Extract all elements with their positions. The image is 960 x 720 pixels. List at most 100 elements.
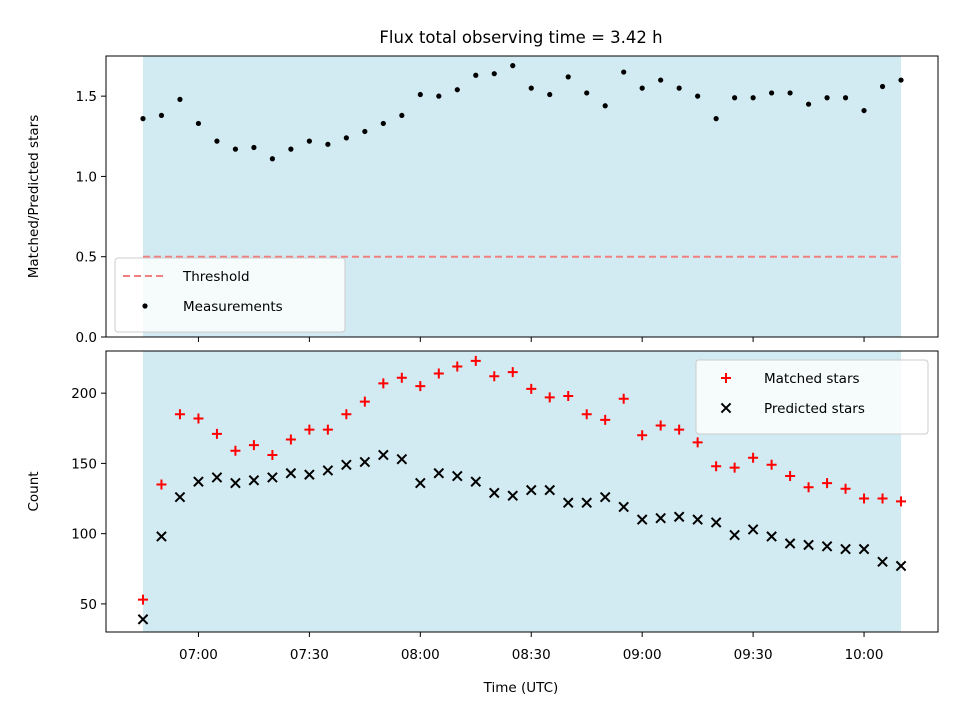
data-point-dot (842, 95, 849, 101)
data-point-plus (304, 424, 315, 435)
data-point-plus (137, 594, 148, 605)
data-point-dot (306, 138, 312, 144)
y-tick-label: 150 (71, 456, 97, 472)
data-point-x (877, 556, 888, 568)
data-point-plus (803, 482, 814, 493)
data-point-dot (898, 77, 904, 83)
data-point-x (156, 531, 167, 542)
data-point-dot (232, 146, 239, 152)
data-point-plus (822, 478, 833, 489)
data-point-dot (547, 91, 553, 98)
data-point-plus (711, 461, 722, 472)
data-point-x (525, 484, 537, 496)
data-point-x (821, 540, 833, 552)
data-point-x (488, 487, 500, 499)
data-point-x (267, 472, 278, 483)
data-point-dot (879, 83, 886, 90)
data-point-dot (214, 138, 220, 144)
data-point-plus (285, 434, 296, 445)
data-point-dot (676, 85, 682, 91)
data-point-dot (140, 116, 146, 122)
data-point-x (174, 491, 186, 503)
data-point-x (840, 543, 851, 555)
data-point-x (359, 456, 371, 468)
x-axis-label: Time (UTC) (483, 680, 559, 696)
data-point-dot (399, 112, 405, 119)
axes-frame (105, 55, 939, 338)
data-point-dot (343, 135, 349, 141)
data-point-plus (359, 396, 370, 407)
data-point-plus (415, 381, 426, 392)
data-point-dot (417, 91, 423, 98)
top-panel: 0.0 0.5 1.0 1.5 Matched/Predicted stars Thres… (26, 55, 939, 346)
y-axis-label: Matched/Predicted stars (26, 115, 42, 278)
data-point-x (193, 476, 204, 487)
data-point-x (544, 484, 556, 496)
data-point-x (766, 531, 777, 542)
y-tick-label: 1.0 (76, 169, 97, 185)
data-point-x (507, 490, 519, 502)
data-point-dot (269, 156, 275, 162)
data-point-plus (581, 409, 592, 420)
data-point-plus (433, 368, 444, 379)
data-point-dot (787, 90, 793, 96)
x-tick-label: 07:00 (179, 647, 218, 663)
data-point-plus (193, 413, 204, 424)
data-point-x (285, 467, 297, 479)
data-point-plus (859, 493, 870, 504)
data-point-plus (489, 371, 500, 382)
y-tick-label: 50 (80, 597, 97, 613)
y-tick-label: 0.0 (76, 330, 97, 346)
data-point-x (655, 512, 666, 524)
data-point-plus (655, 420, 666, 431)
data-point-plus (452, 361, 463, 372)
data-point-plus (766, 459, 777, 470)
x-tick-label: 09:30 (734, 647, 773, 663)
legend-label: Matched stars (764, 371, 860, 387)
y-tick-label: 0.5 (76, 250, 97, 266)
data-point-plus (174, 409, 185, 420)
data-point-dot (584, 90, 590, 96)
data-point-x (248, 474, 260, 486)
data-point-x (729, 529, 740, 541)
data-point-plus (544, 392, 555, 403)
data-point-plus (507, 367, 518, 378)
data-point-dot (454, 87, 460, 93)
data-point-x (710, 517, 722, 528)
data-point-x (599, 491, 611, 503)
data-point-x (747, 524, 759, 535)
data-point-plus (248, 440, 259, 451)
data-point-dot (158, 112, 165, 119)
data-point-plus (896, 496, 907, 507)
x-tick-label: 08:30 (512, 647, 551, 663)
data-point-x (322, 465, 334, 476)
data-point-plus (637, 430, 648, 441)
data-point-plus (600, 414, 611, 425)
bottom-panel: 50 100 150 200 07:00 07:30 08:00 08:30 09:00 09:3… (26, 350, 939, 663)
data-point-plus (322, 424, 333, 435)
data-point-x (895, 560, 907, 572)
data-point-dot (473, 72, 479, 78)
data-point-dot (621, 69, 627, 75)
data-point-plus (470, 355, 481, 366)
y-tick-label: 1.5 (76, 89, 97, 105)
data-point-x (137, 614, 149, 625)
y-tick-label: 100 (71, 527, 97, 543)
data-point-x (858, 543, 870, 555)
data-point-x (470, 476, 482, 487)
data-point-plus (230, 445, 241, 456)
data-point-plus (785, 471, 796, 482)
data-point-x (562, 497, 574, 509)
data-point-dot (732, 95, 738, 101)
data-point-dot (177, 96, 183, 102)
data-point-plus (840, 483, 851, 494)
data-point-plus (341, 409, 352, 420)
legend-label: Measurements (183, 299, 283, 315)
data-point-plus (563, 390, 574, 401)
data-point-x (784, 538, 796, 549)
data-point-dot (824, 95, 830, 101)
data-point-dot (658, 77, 664, 83)
data-point-x (451, 470, 463, 482)
data-point-x (230, 477, 241, 489)
x-tick-label: 10:00 (845, 647, 884, 663)
